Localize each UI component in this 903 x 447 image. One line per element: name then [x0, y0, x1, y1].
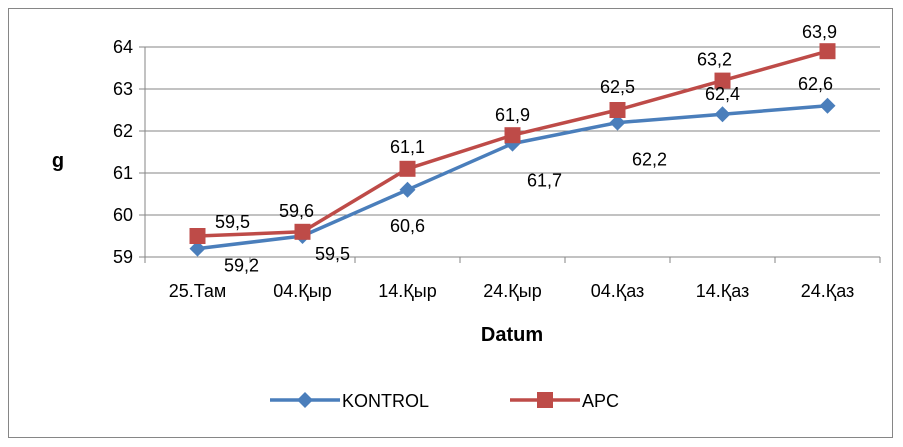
data-label-apc: 62,5: [600, 77, 635, 97]
legend-marker-kontrol: [297, 392, 313, 408]
data-point-kontrol: [609, 114, 626, 131]
data-label-apc: 59,6: [279, 201, 314, 221]
x-tick-label: 04.Қаз: [591, 281, 645, 301]
x-tick-label: 14.Қаз: [696, 281, 750, 301]
x-tick-label: 14.Қыр: [378, 281, 436, 301]
data-point-kontrol: [189, 240, 206, 257]
data-label-kontrol: 62,6: [798, 74, 833, 94]
data-point-apc: [399, 160, 416, 177]
y-axis-ticks: 59 60 61 62 63 64: [113, 37, 145, 267]
data-label-kontrol: 62,2: [632, 150, 667, 170]
data-label-kontrol: 59,2: [224, 256, 259, 276]
data-point-kontrol: [714, 106, 731, 123]
x-axis-title: Datum: [481, 324, 543, 346]
data-label-apc: 61,9: [495, 105, 530, 125]
y-tick-label: 62: [113, 121, 133, 141]
y-tick-label: 60: [113, 205, 133, 225]
x-tick-label: 25.Там: [169, 281, 227, 301]
y-tick-label: 64: [113, 37, 133, 57]
data-label-kontrol: 60,6: [390, 216, 425, 236]
x-axis-ticks: 25.Там 04.Қыр 14.Қыр 24.Қыр 04.Қаз 14.Қаз 24.Қ…: [144, 257, 881, 301]
chart-frame: [8, 8, 893, 438]
data-label-kontrol: 61,7: [527, 171, 562, 191]
data-label-kontrol: 62,4: [705, 84, 740, 104]
legend-label-apc: APC: [582, 391, 619, 411]
series-group: [189, 43, 836, 257]
legend-label-kontrol: KONTROL: [342, 391, 429, 411]
data-label-apc: 59,5: [215, 212, 250, 232]
gridlines: [145, 46, 880, 216]
x-tick-label: 24.Қыр: [483, 281, 541, 301]
y-tick-label: 61: [113, 163, 133, 183]
data-point-apc: [819, 43, 836, 60]
legend-marker-apc: [537, 392, 553, 408]
data-point-kontrol: [819, 97, 836, 114]
x-tick-label: 24.Қаз: [801, 281, 855, 301]
data-point-apc: [504, 127, 521, 144]
y-tick-label: 59: [113, 247, 133, 267]
data-label-apc: 63,2: [697, 50, 732, 70]
data-label-apc: 63,9: [802, 22, 837, 42]
data-point-apc: [294, 223, 311, 240]
data-point-kontrol: [399, 181, 416, 198]
legend: KONTROL APC: [270, 391, 619, 411]
data-point-apc: [609, 102, 626, 118]
y-axis-title: g: [52, 150, 64, 172]
data-label-apc: 61,1: [390, 137, 425, 157]
y-tick-label: 63: [113, 79, 133, 99]
data-point-apc: [714, 72, 731, 89]
x-tick-label: 04.Қыр: [273, 281, 331, 301]
data-labels: 59,2 59,5 60,6 61,7 62,2 62,4 62,6 59,5 59,6 61,1…: [215, 22, 837, 275]
data-point-apc: [189, 228, 206, 244]
data-label-kontrol: 59,5: [315, 244, 350, 264]
